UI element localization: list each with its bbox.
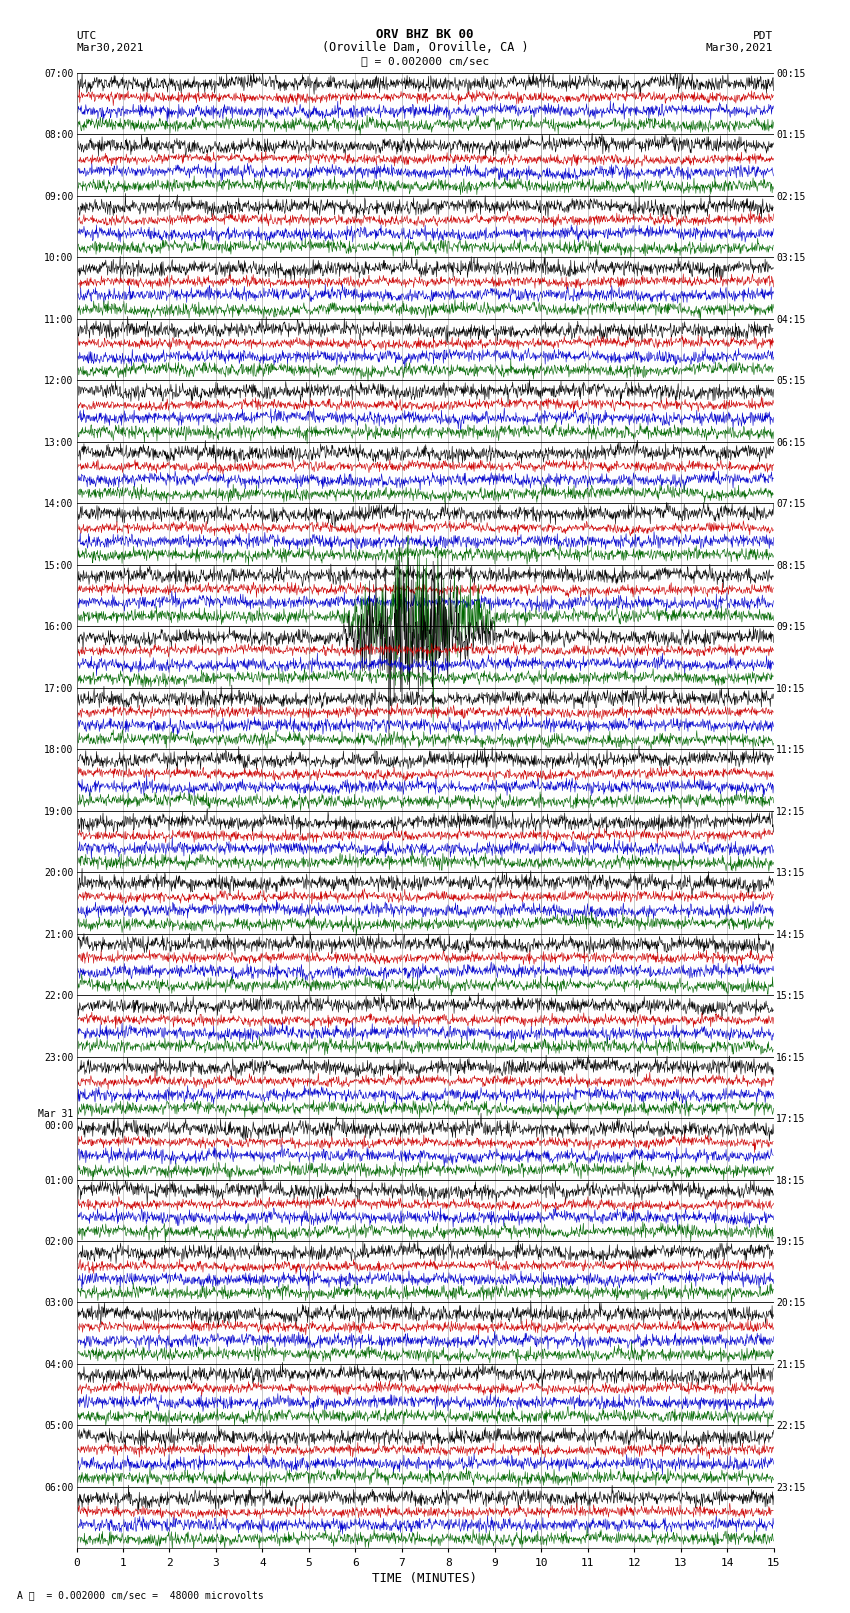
Text: Mar30,2021: Mar30,2021	[706, 44, 774, 53]
Text: Mar30,2021: Mar30,2021	[76, 44, 144, 53]
Text: PDT: PDT	[753, 31, 774, 40]
Text: (Oroville Dam, Oroville, CA ): (Oroville Dam, Oroville, CA )	[321, 40, 529, 53]
Text: A ⎹  = 0.002000 cm/sec =  48000 microvolts: A ⎹ = 0.002000 cm/sec = 48000 microvolts	[17, 1590, 264, 1600]
X-axis label: TIME (MINUTES): TIME (MINUTES)	[372, 1571, 478, 1584]
Text: ⎹ = 0.002000 cm/sec: ⎹ = 0.002000 cm/sec	[361, 56, 489, 66]
Text: UTC: UTC	[76, 31, 97, 40]
Text: ORV BHZ BK 00: ORV BHZ BK 00	[377, 27, 473, 40]
